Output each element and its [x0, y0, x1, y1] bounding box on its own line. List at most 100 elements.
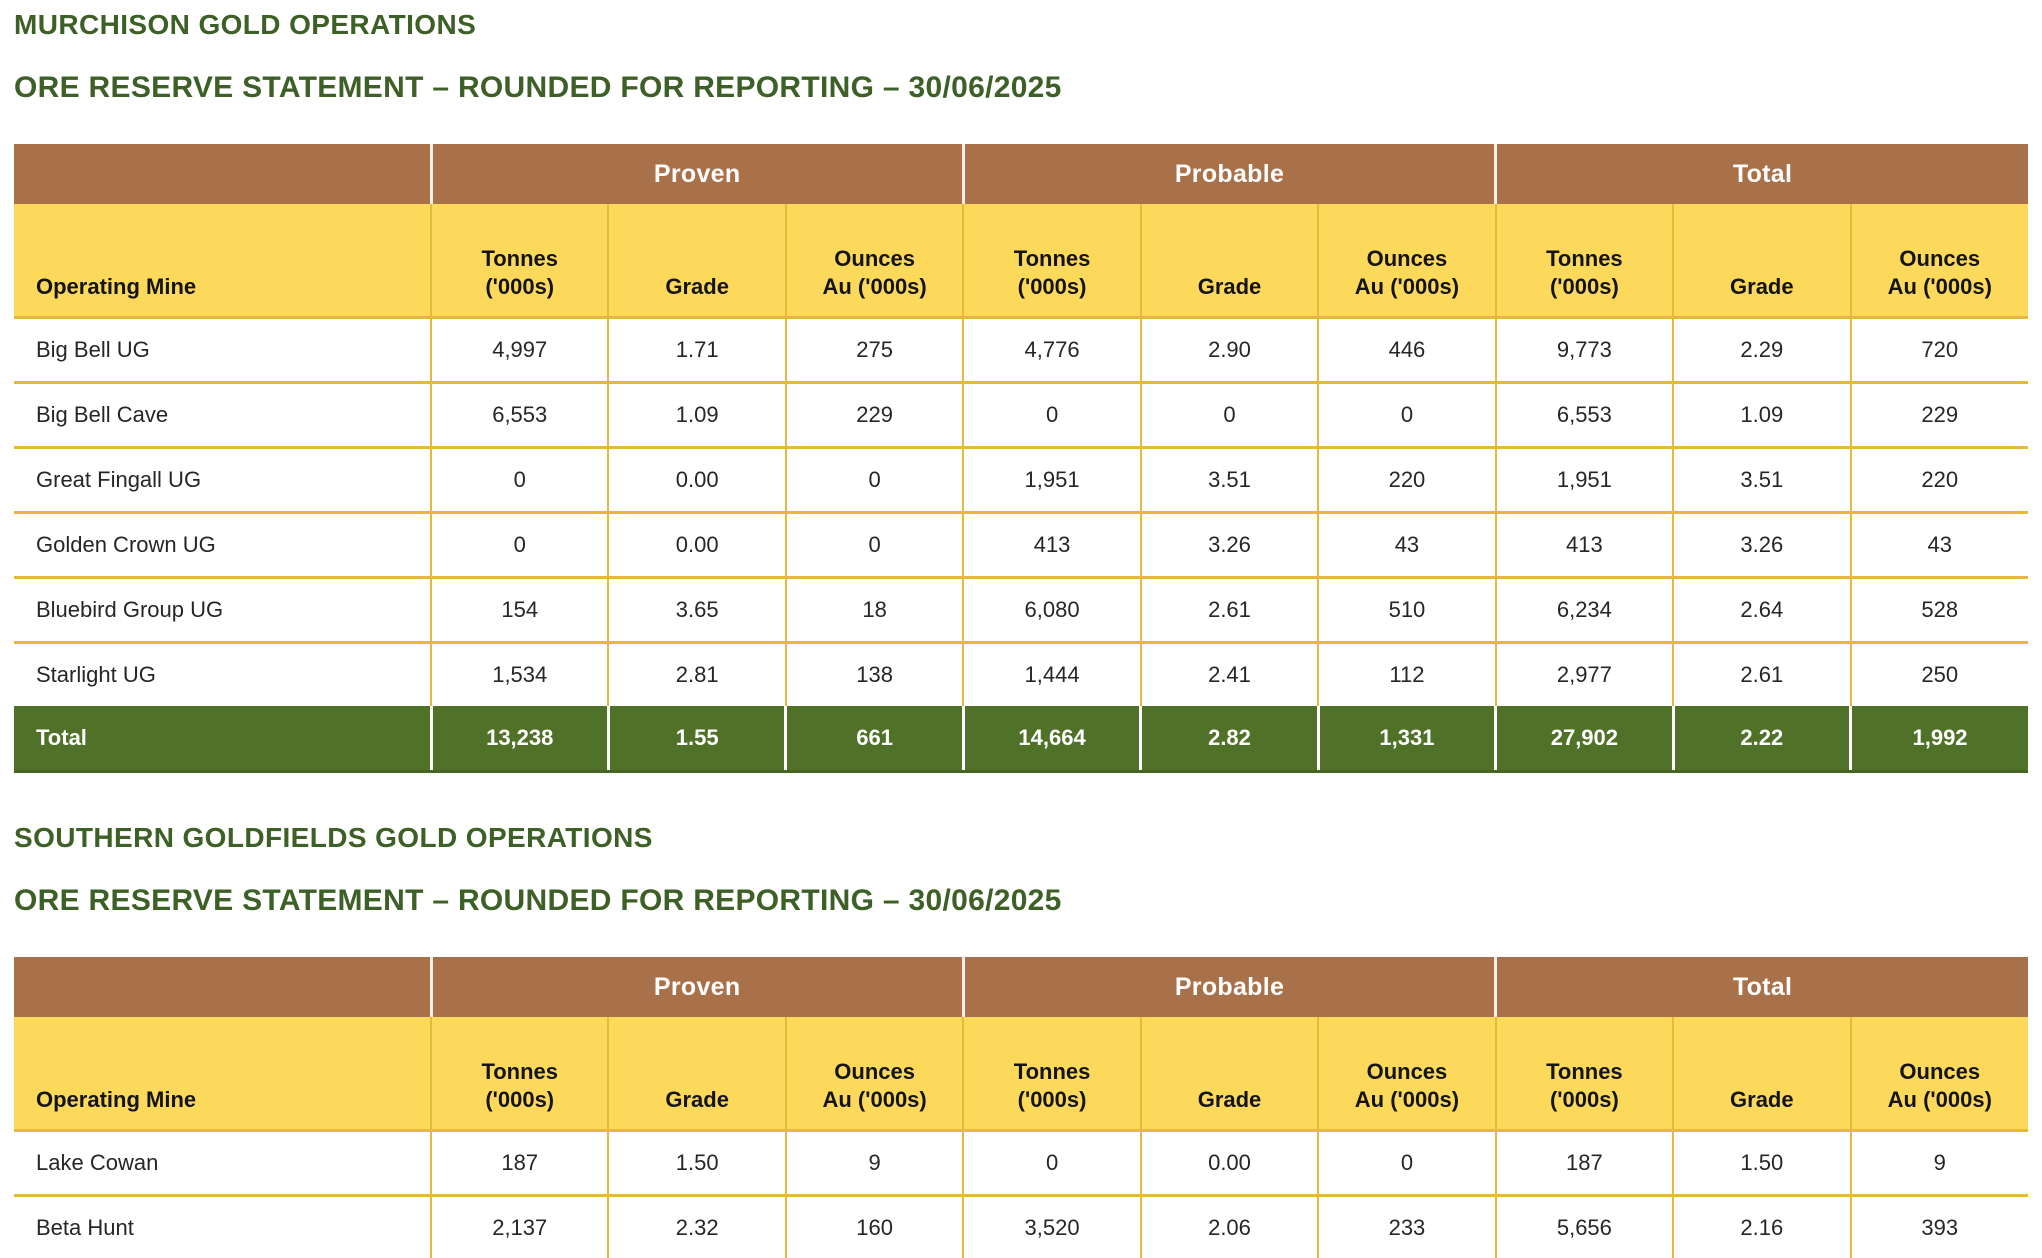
value-cell: 2.64 [1672, 576, 1851, 643]
value-cell: 0 [430, 511, 609, 578]
value-cell: 0 [962, 381, 1141, 448]
column-header: Tonnes ('000s) [430, 1017, 609, 1132]
table-row: Beta Hunt 2,137 2.32 160 3,520 2.06 233 5,656 2.… [14, 1194, 2028, 1258]
table-row: Lake Cowan 187 1.50 9 0 0.00 0 187 1.50 9 [14, 1130, 2028, 1196]
group-header-proven: Proven [429, 957, 964, 1017]
value-cell: 233 [1317, 1194, 1496, 1258]
value-cell: 187 [1494, 1130, 1674, 1196]
corner-cell [14, 144, 432, 204]
value-cell: 5,656 [1494, 1194, 1674, 1258]
total-row: Total 13,238 1.55 661 14,664 2.82 1,331 27,902 2… [14, 706, 2028, 773]
value-cell: 9 [1849, 1130, 2028, 1196]
value-cell: 0 [430, 446, 609, 513]
value-cell: 9,773 [1494, 317, 1674, 383]
value-cell: 6,080 [962, 576, 1141, 643]
value-cell: 1.71 [607, 317, 786, 383]
group-header-total: Total [1494, 957, 2028, 1017]
murchison-section: MURCHISON GOLD OPERATIONS ORE RESERVE ST… [14, 8, 2028, 773]
value-cell: 0.00 [607, 446, 786, 513]
value-cell: 3.51 [1672, 446, 1851, 513]
value-cell: 0 [1139, 381, 1319, 448]
value-cell: 3.65 [607, 576, 786, 643]
value-cell: 2,137 [430, 1194, 609, 1258]
southern-goldfields-section: SOUTHERN GOLDFIELDS GOLD OPERATIONS ORE … [14, 821, 2028, 1258]
group-header-proven: Proven [429, 144, 964, 204]
value-cell: 154 [430, 576, 609, 643]
mine-name-cell: Great Fingall UG [14, 446, 432, 513]
column-header: Tonnes ('000s) [1494, 204, 1674, 319]
group-header-total: Total [1494, 144, 2028, 204]
value-cell: 0 [784, 511, 964, 578]
value-cell: 6,553 [430, 381, 609, 448]
column-header: Tonnes ('000s) [962, 204, 1141, 319]
operating-mine-header: Operating Mine [14, 1017, 432, 1132]
value-cell: 2.41 [1139, 641, 1319, 706]
column-header: Ounces Au ('000s) [1849, 204, 2028, 319]
column-header: Ounces Au ('000s) [784, 1017, 964, 1132]
total-value-cell: 13,238 [429, 706, 609, 773]
column-header: Tonnes ('000s) [962, 1017, 1141, 1132]
mine-name-cell: Starlight UG [14, 641, 432, 706]
value-cell: 43 [1317, 511, 1496, 578]
total-label-cell: Total [14, 706, 432, 773]
value-cell: 720 [1849, 317, 2028, 383]
table-row: Bluebird Group UG 154 3.65 18 6,080 2.61 510 6,… [14, 576, 2028, 643]
value-cell: 510 [1317, 576, 1496, 643]
total-value-cell: 661 [784, 706, 964, 773]
value-cell: 43 [1849, 511, 2028, 578]
murchison-section-title: MURCHISON GOLD OPERATIONS [14, 9, 477, 40]
value-cell: 2.81 [607, 641, 786, 706]
value-cell: 2,977 [1494, 641, 1674, 706]
group-header-probable: Probable [961, 957, 1496, 1017]
column-header: Grade [607, 204, 786, 319]
column-header: Tonnes ('000s) [1494, 1017, 1674, 1132]
column-header: Grade [1139, 204, 1319, 319]
value-cell: 220 [1849, 446, 2028, 513]
value-cell: 3.26 [1139, 511, 1319, 578]
value-cell: 0.00 [607, 511, 786, 578]
value-cell: 1.09 [1672, 381, 1851, 448]
value-cell: 2.61 [1672, 641, 1851, 706]
value-cell: 3,520 [962, 1194, 1141, 1258]
column-header-row: Operating Mine Tonnes ('000s) Grade Ounces … [14, 204, 2028, 319]
mine-name-cell: Beta Hunt [14, 1194, 432, 1258]
value-cell: 1.09 [607, 381, 786, 448]
total-value-cell: 27,902 [1494, 706, 1674, 773]
value-cell: 6,553 [1494, 381, 1674, 448]
total-value-cell: 1,992 [1849, 706, 2028, 773]
value-cell: 1,951 [962, 446, 1141, 513]
mine-name-cell: Lake Cowan [14, 1130, 432, 1196]
value-cell: 393 [1849, 1194, 2028, 1258]
value-cell: 138 [784, 641, 964, 706]
value-cell: 2.61 [1139, 576, 1319, 643]
column-header-row: Operating Mine Tonnes ('000s) Grade Ounces … [14, 1017, 2028, 1132]
value-cell: 6,234 [1494, 576, 1674, 643]
column-header: Ounces Au ('000s) [1317, 204, 1496, 319]
value-cell: 229 [1849, 381, 2028, 448]
column-header: Tonnes ('000s) [430, 204, 609, 319]
value-cell: 2.29 [1672, 317, 1851, 383]
mine-name-cell: Big Bell UG [14, 317, 432, 383]
value-cell: 112 [1317, 641, 1496, 706]
value-cell: 1,951 [1494, 446, 1674, 513]
value-cell: 4,997 [430, 317, 609, 383]
mine-name-cell: Big Bell Cave [14, 381, 432, 448]
table-row: Big Bell UG 4,997 1.71 275 4,776 2.90 446 9,773… [14, 317, 2028, 383]
southern-goldfields-ore-reserve-subtitle: ORE RESERVE STATEMENT – ROUNDED FOR REPO… [14, 884, 1062, 917]
value-cell: 528 [1849, 576, 2028, 643]
group-header-row: Proven Probable Total [14, 144, 2028, 204]
value-cell: 446 [1317, 317, 1496, 383]
total-value-cell: 1,331 [1316, 706, 1496, 773]
value-cell: 413 [1494, 511, 1674, 578]
column-header: Ounces Au ('000s) [1317, 1017, 1496, 1132]
value-cell: 1,444 [962, 641, 1141, 706]
total-value-cell: 1.55 [606, 706, 786, 773]
column-header: Grade [1672, 1017, 1851, 1132]
total-value-cell: 14,664 [961, 706, 1141, 773]
total-value-cell: 2.82 [1139, 706, 1319, 773]
value-cell: 250 [1849, 641, 2028, 706]
table-row: Starlight UG 1,534 2.81 138 1,444 2.41 112 2,97… [14, 641, 2028, 706]
column-header: Grade [1139, 1017, 1319, 1132]
value-cell: 2.90 [1139, 317, 1319, 383]
